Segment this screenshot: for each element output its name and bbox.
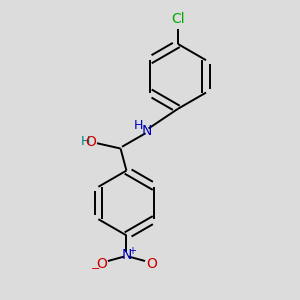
Text: N: N xyxy=(121,248,132,262)
Text: O: O xyxy=(96,257,107,271)
Text: +: + xyxy=(128,246,136,256)
Text: H: H xyxy=(80,135,90,148)
Text: Cl: Cl xyxy=(171,12,185,26)
Text: N: N xyxy=(142,124,152,138)
Text: O: O xyxy=(85,135,96,149)
Text: H: H xyxy=(134,119,143,132)
Text: −: − xyxy=(91,264,100,274)
Text: O: O xyxy=(146,257,157,271)
